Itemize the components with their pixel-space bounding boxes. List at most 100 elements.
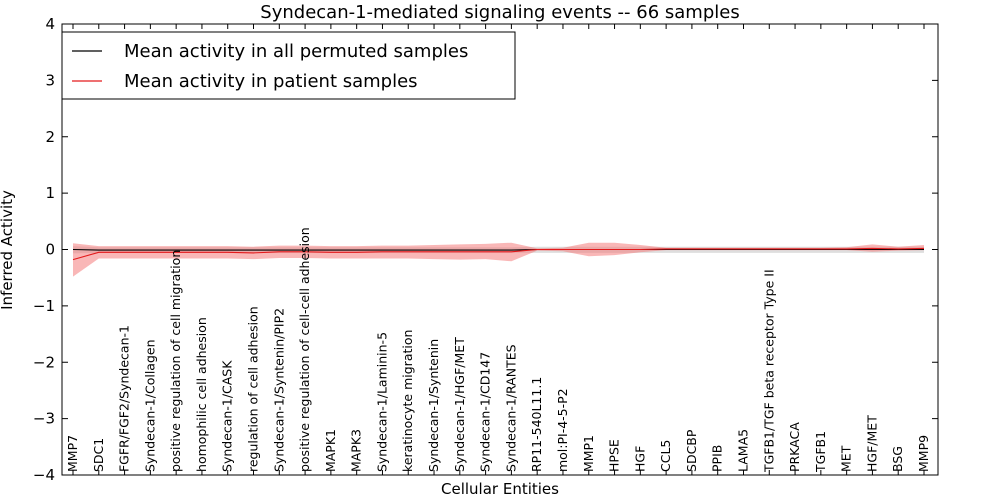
patient-point-3	[150, 252, 152, 254]
x-tick-label: positive regulation of cell-cell adhesio…	[297, 227, 312, 472]
patient-point-25	[717, 248, 719, 250]
x-tick-label: HGF	[632, 446, 647, 472]
x-tick-label: TGFB1/TGF beta receptor Type II	[761, 269, 776, 473]
x-tick-label: MMP7	[65, 435, 80, 472]
patient-point-8	[279, 251, 281, 253]
patient-point-20	[588, 249, 590, 251]
x-axis-label: Cellular Entities	[441, 480, 559, 498]
x-tick-label: RP11-540L11.1	[529, 377, 544, 472]
x-tick-label: MET	[839, 445, 854, 472]
patient-point-15	[459, 251, 461, 253]
permuted-point-17	[511, 249, 513, 251]
patient-point-33	[923, 248, 925, 250]
x-tick-label: Syndecan-1/Syntenin/PIP2	[271, 308, 286, 472]
x-tick-label: CCL5	[658, 440, 673, 472]
chart-title: Syndecan-1-mediated signaling events -- …	[260, 2, 739, 23]
series-lines	[72, 247, 925, 261]
x-tick-label: Syndecan-1/HGF/MET	[452, 337, 467, 472]
x-tick-label: PRKACA	[787, 422, 802, 472]
x-tick-label: PPIB	[710, 445, 725, 472]
patient-point-32	[897, 248, 899, 250]
x-tick-label: SDCBP	[684, 429, 699, 472]
permuted-point-2	[124, 249, 126, 251]
x-tick-label: MMP9	[916, 435, 931, 472]
x-tick-label: MAPK3	[349, 429, 364, 472]
permuted-point-7	[253, 249, 255, 251]
patient-point-10	[330, 252, 332, 254]
patient-point-24	[691, 248, 693, 250]
x-tick-label: Syndecan-1/Collagen	[142, 339, 157, 472]
permuted-point-11	[356, 249, 358, 251]
permuted-point-10	[330, 249, 332, 251]
patient-point-23	[665, 248, 667, 250]
x-tick-label: HPSE	[607, 439, 622, 472]
permuted-point-12	[382, 249, 384, 251]
y-tick-label: 4	[45, 15, 55, 33]
patient-point-5	[201, 252, 203, 254]
patient-point-12	[382, 251, 384, 253]
x-tick-label: Syndecan-1/CD147	[478, 352, 493, 472]
y-axis: −4 −3 −2 −1 0 1 2 3 4	[33, 15, 938, 484]
x-tick-label: keratinocyte migration	[400, 330, 415, 472]
permuted-point-8	[279, 249, 281, 251]
legend-label-permuted: Mean activity in all permuted samples	[124, 41, 468, 62]
permuted-point-6	[227, 249, 229, 251]
patient-point-29	[820, 248, 822, 250]
permuted-point-16	[485, 249, 487, 251]
x-tick-label: Syndecan-1/Syntenin	[426, 339, 441, 472]
patient-point-2	[124, 252, 126, 254]
x-tick-label: Syndecan-1/CASK	[220, 360, 235, 472]
permuted-point-13	[407, 249, 409, 251]
permuted-mean-line	[72, 248, 924, 251]
patient-point-28	[794, 248, 796, 250]
x-axis: MMP7 SDC1 FGFR/FGF2/Syndecan-1 Syndecan-1/C…	[65, 24, 931, 475]
legend-label-patient: Mean activity in patient samples	[124, 71, 418, 92]
patient-point-0	[72, 259, 74, 261]
permuted-point-5	[201, 249, 203, 251]
x-tick-label: Syndecan-1/Laminin-5	[375, 332, 390, 472]
permuted-point-1	[98, 249, 100, 251]
x-tick-label: positive regulation of cell migration	[168, 250, 183, 472]
patient-point-19	[562, 249, 564, 251]
patient-point-30	[846, 248, 848, 250]
patient-point-22	[640, 249, 642, 251]
patient-mean-line	[72, 247, 925, 261]
patient-point-31	[872, 248, 874, 250]
y-tick-label: 2	[45, 128, 55, 146]
patient-point-16	[485, 251, 487, 253]
patient-point-17	[511, 251, 513, 253]
patient-point-7	[253, 252, 255, 254]
y-axis-label: Inferred Activity	[0, 190, 16, 310]
x-tick-label: regulation of cell adhesion	[246, 306, 261, 472]
y-tick-label: −4	[33, 466, 55, 484]
x-tick-label: HGF/MET	[864, 415, 879, 472]
legend: Mean activity in all permuted samples Me…	[61, 31, 516, 100]
patient-point-26	[743, 248, 745, 250]
patient-point-21	[614, 249, 616, 251]
patient-point-1	[98, 252, 100, 254]
x-tick-label: FGFR/FGF2/Syndecan-1	[117, 325, 132, 472]
y-tick-label: 3	[45, 71, 55, 89]
legend-box	[61, 31, 516, 100]
y-tick-label: −1	[33, 297, 55, 315]
x-tick-label: Syndecan-1/RANTES	[503, 344, 518, 472]
x-tick-label: TGFB1	[813, 431, 828, 473]
x-tick-label: MMP1	[581, 435, 596, 472]
permuted-point-0	[72, 249, 74, 251]
x-tick-label: mol:PI-4-5-P2	[555, 388, 570, 472]
y-tick-label: −3	[33, 410, 55, 428]
y-tick-label: 1	[45, 184, 55, 202]
permuted-point-15	[459, 249, 461, 251]
y-tick-label: 0	[45, 241, 55, 259]
patient-band	[73, 242, 924, 277]
x-tick-label: MAPK1	[323, 429, 338, 472]
patient-point-6	[227, 252, 229, 254]
permuted-point-14	[433, 249, 435, 251]
y-tick-label: −2	[33, 353, 55, 371]
x-tick-label: homophilic cell adhesion	[194, 317, 209, 472]
patient-point-14	[433, 251, 435, 253]
x-tick-label: LAMA5	[736, 429, 751, 472]
permuted-point-3	[150, 249, 152, 251]
patient-point-11	[356, 252, 358, 254]
